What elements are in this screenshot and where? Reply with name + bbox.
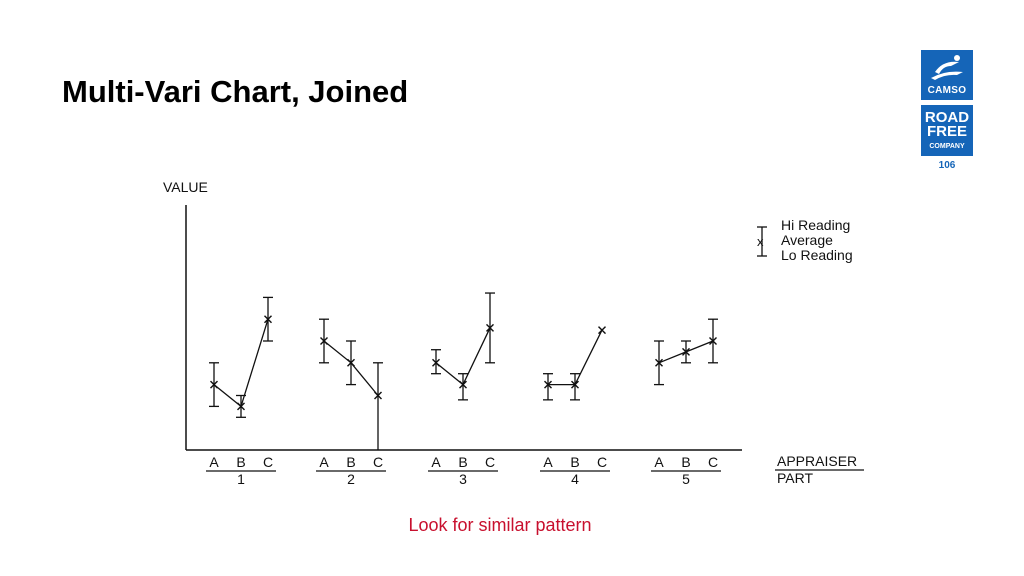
camso-brand-text: CAMSO xyxy=(927,85,967,96)
avg-marker-part-1-c xyxy=(264,315,272,324)
part-label-2: 2 xyxy=(347,471,355,487)
camso-mark-icon xyxy=(931,55,963,80)
avg-marker-part-3-b xyxy=(459,380,467,389)
avg-line-part-1 xyxy=(213,319,269,408)
camso-logo: CAMSO xyxy=(921,50,973,100)
avg-marker-part-2-b xyxy=(347,358,355,367)
tick-label-part-1-c: C xyxy=(263,454,273,470)
avg-marker-part-3-a xyxy=(432,358,440,367)
tick-label-part-2-c: C xyxy=(373,454,383,470)
avg-marker-part-5-c xyxy=(709,337,717,345)
avg-marker-part-2-c xyxy=(374,391,382,400)
road-free-line-2: FREE xyxy=(926,123,967,140)
road-free-line-1: ROAD xyxy=(924,109,970,126)
x-axis-label-appraiser: APPRAISER xyxy=(777,453,857,469)
slide-title: Multi-Vari Chart, Joined xyxy=(62,74,409,109)
tick-label-part-4-c: C xyxy=(597,454,607,470)
tick-label-part-4-b: B xyxy=(570,454,579,470)
legend-lo-label: Lo Reading xyxy=(781,247,853,263)
tick-label-part-2-b: B xyxy=(346,454,355,470)
tick-label-part-5-a: A xyxy=(654,454,664,470)
road-free-sub: COMPANY xyxy=(929,143,965,150)
avg-marker-part-4-a xyxy=(544,380,552,389)
tick-label-part-1-b: B xyxy=(236,454,245,470)
road-free-logo: ROAD FREE COMPANY xyxy=(921,105,973,156)
part-label-5: 5 xyxy=(682,471,690,487)
part-label-1: 1 xyxy=(237,471,245,487)
avg-marker-part-2-a xyxy=(320,337,328,345)
tick-label-part-3-a: A xyxy=(431,454,441,470)
chart-axes: VALUE APPRAISER PART xyxy=(163,179,864,486)
caption-text: Look for similar pattern xyxy=(408,515,592,535)
avg-marker-part-5-a xyxy=(655,358,663,367)
part-label-3: 3 xyxy=(459,471,467,487)
tick-label-part-2-a: A xyxy=(319,454,329,470)
tick-label-part-3-b: B xyxy=(458,454,467,470)
legend-hi-label: Hi Reading xyxy=(781,217,850,233)
page-number: 106 xyxy=(938,160,956,171)
tick-label-part-5-c: C xyxy=(708,454,718,470)
tick-label-part-1-a: A xyxy=(209,454,219,470)
legend-avg-marker: x xyxy=(757,234,764,249)
avg-marker-part-3-c xyxy=(486,323,494,332)
avg-marker-part-4-c xyxy=(598,326,606,335)
y-axis-label: VALUE xyxy=(163,179,208,195)
avg-marker-part-1-a xyxy=(210,380,218,389)
part-label-4: 4 xyxy=(571,471,579,487)
tick-label-part-3-c: C xyxy=(485,454,495,470)
legend-avg-label: Average xyxy=(781,232,833,248)
avg-marker-part-5-b xyxy=(682,347,690,356)
chart-x-ticks: A B C 1 A B C 2 A B C 3 A B C 4 A B C 5 xyxy=(206,454,721,487)
chart-marks xyxy=(209,292,718,450)
x-axis-label-part: PART xyxy=(777,470,813,486)
avg-marker-part-1-b xyxy=(237,402,245,411)
road-free-text: ROAD FREE xyxy=(921,109,973,140)
tick-label-part-5-b: B xyxy=(681,454,690,470)
tick-label-part-4-a: A xyxy=(543,454,553,470)
avg-marker-part-4-b xyxy=(571,380,579,389)
chart-legend: x Hi Reading Average Lo Reading xyxy=(757,217,853,263)
